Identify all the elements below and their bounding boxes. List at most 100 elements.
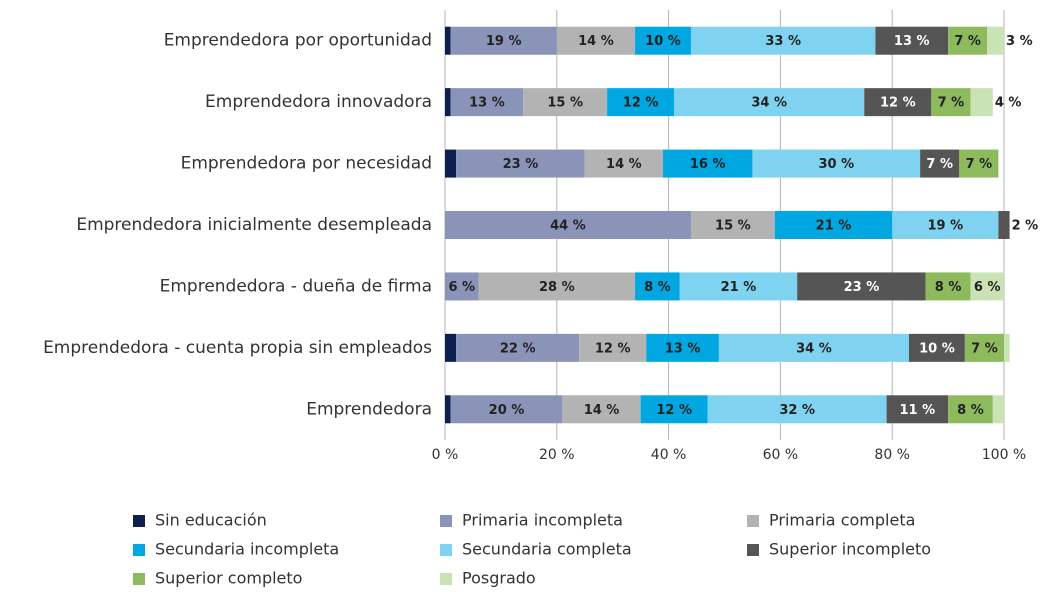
- bar-segment: [690, 26, 876, 55]
- bar-segment: [886, 395, 949, 424]
- bar-segment: [948, 395, 993, 424]
- legend-swatch: [133, 573, 145, 585]
- legend-swatch: [440, 573, 452, 585]
- value-label: 16 %: [690, 157, 726, 172]
- value-label: 13 %: [665, 341, 701, 356]
- value-label: 23 %: [844, 280, 880, 295]
- value-label: 6 %: [974, 280, 1001, 295]
- value-label: 33 %: [765, 34, 801, 49]
- bar-segment: [959, 149, 999, 178]
- value-label: 32 %: [779, 403, 815, 418]
- bar-segment: [523, 88, 608, 117]
- bar-segment: [478, 272, 636, 301]
- bar-segment: [584, 149, 664, 178]
- bar-segment: [920, 149, 960, 178]
- bar-segment: [970, 272, 1004, 301]
- bar-segment: [640, 395, 708, 424]
- value-label: 14 %: [606, 157, 642, 172]
- bar-segment: [1004, 333, 1010, 362]
- value-label: 7 %: [938, 96, 965, 111]
- bar-segment: [908, 333, 965, 362]
- value-label: 14 %: [578, 34, 614, 49]
- bar-segment: [679, 272, 798, 301]
- bar-segment: [892, 211, 999, 239]
- value-label: 12 %: [595, 341, 631, 356]
- value-label: 12 %: [623, 96, 659, 111]
- bar-segment: [450, 88, 524, 117]
- value-label: 34 %: [751, 96, 787, 111]
- bar-segment: [445, 149, 457, 178]
- x-tick-label: 20 %: [539, 447, 575, 463]
- category-label: Emprendedora - cuenta propia sin emplead…: [43, 338, 432, 358]
- bar-segment: [925, 272, 971, 301]
- category-label: Emprendedora innovadora: [205, 92, 432, 112]
- value-label: 7 %: [926, 157, 953, 172]
- legend-label: Superior completo: [155, 569, 302, 588]
- category-label: Emprendedora por necesidad: [181, 154, 432, 174]
- bar-segment: [562, 395, 641, 424]
- bar-segment: [690, 211, 775, 239]
- bar-segment: [607, 88, 675, 117]
- value-label: 3 %: [1006, 34, 1033, 49]
- bar-segment: [987, 26, 1004, 55]
- bar-segment: [674, 88, 865, 117]
- bar-segment: [964, 333, 1004, 362]
- value-label: 2 %: [1012, 219, 1039, 234]
- value-label: 19 %: [486, 34, 522, 49]
- value-label: 13 %: [469, 96, 505, 111]
- legend-swatch: [133, 515, 145, 527]
- value-label: 8 %: [935, 280, 962, 295]
- bar-segment: [707, 395, 887, 424]
- value-label: 23 %: [503, 157, 539, 172]
- category-label: Emprendedora por oportunidad: [164, 31, 432, 51]
- bar-segment: [445, 395, 451, 424]
- category-label: Emprendedora: [306, 399, 432, 419]
- category-label: Emprendedora - dueña de firma: [160, 276, 432, 296]
- bar-segment: [445, 333, 457, 362]
- legend-swatch: [440, 544, 452, 556]
- value-label: 21 %: [721, 280, 757, 295]
- legend-label: Sin educación: [155, 511, 267, 530]
- bar-segment: [931, 88, 971, 117]
- value-label: 7 %: [966, 157, 993, 172]
- bar-segment: [970, 88, 993, 117]
- value-label: 44 %: [550, 219, 586, 234]
- legend-label: Superior incompleto: [769, 540, 931, 559]
- bar-segment: [456, 333, 580, 362]
- value-label: 21 %: [816, 219, 852, 234]
- x-tick-label: 80 %: [874, 447, 910, 463]
- value-label: 22 %: [500, 341, 536, 356]
- value-label: 20 %: [489, 403, 525, 418]
- legend-swatch: [440, 515, 452, 527]
- bar-segment: [992, 395, 1004, 424]
- bar-segment: [445, 211, 691, 239]
- bar-segment: [998, 211, 1010, 239]
- value-label: 10 %: [645, 34, 681, 49]
- legend-label: Secundaria incompleta: [155, 540, 339, 559]
- legend-swatch: [747, 515, 759, 527]
- bar-segment: [774, 211, 893, 239]
- category-label: Emprendedora inicialmente desempleada: [76, 215, 432, 235]
- value-label: 8 %: [957, 403, 984, 418]
- value-label: 12 %: [656, 403, 692, 418]
- bar-segment: [635, 272, 680, 301]
- bar-segment: [752, 149, 921, 178]
- value-label: 6 %: [448, 280, 475, 295]
- bar-segment: [456, 149, 585, 178]
- legend-label: Posgrado: [462, 569, 536, 588]
- bar-segment: [718, 333, 909, 362]
- bar-segment: [635, 26, 691, 55]
- value-label: 15 %: [547, 96, 583, 111]
- bar-segment: [875, 26, 949, 55]
- bar-segment: [663, 149, 753, 178]
- x-tick-label: 60 %: [763, 447, 799, 463]
- x-tick-label: 100 %: [982, 447, 1026, 463]
- bar-segment: [450, 395, 563, 424]
- legend-swatch: [133, 544, 145, 556]
- value-label: 15 %: [715, 219, 751, 234]
- bar-segment: [864, 88, 932, 117]
- bar-segment: [646, 333, 719, 362]
- value-label: 28 %: [539, 280, 575, 295]
- legend-label: Primaria completa: [769, 511, 915, 530]
